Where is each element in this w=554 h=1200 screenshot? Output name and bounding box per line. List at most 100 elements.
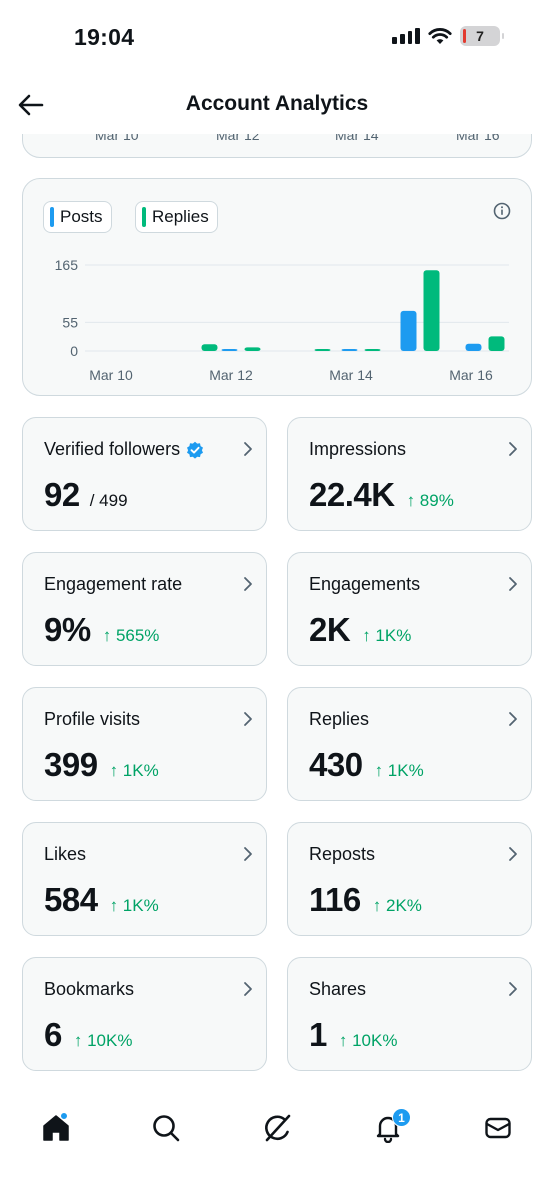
status-time: 19:04	[74, 24, 135, 50]
posts-bar	[400, 310, 417, 351]
bottom-tab-bar: 1	[0, 1090, 554, 1200]
stat-value: 1	[309, 1016, 327, 1053]
legend-replies-label: Replies	[152, 207, 209, 226]
stat-label: Impressions	[309, 439, 406, 460]
up-arrow-icon: ↑	[109, 896, 119, 915]
stat-change: ↑ 1K%	[375, 761, 424, 781]
back-button[interactable]	[16, 90, 46, 120]
stat-card-profile-visits[interactable]: Profile visits 399 ↑ 1K%	[22, 687, 267, 801]
x-tick-label: Mar 10	[89, 367, 133, 383]
stat-change: ↑ 89%	[407, 491, 454, 511]
stat-value: 430	[309, 746, 363, 783]
stat-change: ↑ 565%	[103, 626, 160, 646]
posts-swatch	[50, 207, 54, 227]
battery-indicator: 7	[460, 26, 504, 46]
chevron-right-icon	[244, 577, 252, 591]
x-tick-label: Mar 14	[329, 367, 373, 383]
stat-label-text: Likes	[44, 844, 87, 864]
y-tick-label: 165	[55, 257, 79, 273]
chevron-right-icon	[509, 982, 517, 996]
bar-chart: 165 55 0 Mar 10 Mar 12 Mar 14 Mar 16	[55, 257, 509, 383]
replies-bar	[488, 336, 505, 351]
notification-badge: 1	[392, 1108, 411, 1127]
home-unread-dot	[60, 1112, 68, 1120]
up-arrow-icon: ↑	[372, 896, 382, 915]
up-arrow-icon: ↑	[73, 1031, 83, 1050]
grok-icon	[265, 1114, 291, 1142]
stat-card-shares[interactable]: Shares 1 ↑ 10K%	[287, 957, 532, 1071]
posts-replies-chart-card: Posts Replies 165 55 0 Mar 10 Mar 12 Mar 14 Ma…	[22, 178, 532, 396]
stat-label: Verified followers	[44, 439, 204, 460]
stat-label: Reposts	[309, 844, 375, 865]
chevron-right-icon	[244, 442, 252, 456]
tab-notifications[interactable]: 1	[364, 1104, 412, 1152]
status-icons: 7	[392, 26, 504, 46]
stat-value: 6	[44, 1016, 62, 1053]
stat-change-value: 1K%	[387, 761, 424, 780]
up-arrow-icon: ↑	[109, 761, 119, 780]
stat-change: ↑ 2K%	[373, 896, 422, 916]
chevron-right-icon	[244, 982, 252, 996]
stat-change-value: 2K%	[385, 896, 422, 915]
tab-grok[interactable]	[253, 1104, 301, 1152]
stat-label-text: Shares	[309, 979, 367, 999]
stat-value: 9%	[44, 611, 91, 648]
up-arrow-icon: ↑	[406, 491, 416, 510]
stat-card-reposts[interactable]: Reposts 116 ↑ 2K%	[287, 822, 532, 936]
y-tick-label: 55	[62, 314, 78, 330]
posts-bar	[221, 349, 238, 351]
replies-bar	[201, 344, 218, 351]
stat-label-text: Profile visits	[44, 709, 141, 729]
stat-label-text: Bookmarks	[44, 979, 135, 999]
stat-card-engagements[interactable]: Engagements 2K ↑ 1K%	[287, 552, 532, 666]
wifi-icon	[428, 28, 452, 44]
chevron-right-icon	[244, 847, 252, 861]
tab-home[interactable]	[32, 1104, 80, 1152]
stat-value: 584	[44, 881, 98, 918]
legend-posts[interactable]: Posts	[43, 201, 112, 233]
chevron-right-icon	[509, 577, 517, 591]
stat-value-row: 584 ↑ 1K%	[44, 881, 159, 919]
stat-value-row: 430 ↑ 1K%	[309, 746, 424, 784]
verified-badge-icon	[187, 441, 204, 459]
stat-change-value: 89%	[419, 491, 454, 510]
stat-label-text: Replies	[309, 709, 370, 729]
up-arrow-icon: ↑	[374, 761, 384, 780]
info-icon[interactable]	[493, 202, 511, 220]
stat-card-impressions[interactable]: Impressions 22.4K ↑ 89%	[287, 417, 532, 531]
stat-change-value: 1K%	[122, 761, 159, 780]
stat-card-verified-followers[interactable]: Verified followers 92 / 499	[22, 417, 267, 531]
battery-level: 7	[476, 28, 484, 44]
stat-value-row: 2K ↑ 1K%	[309, 611, 411, 649]
stat-value-row: 116 ↑ 2K%	[309, 881, 422, 919]
stat-change-value: 1K%	[375, 626, 412, 645]
stat-change-value: 10K%	[87, 1031, 133, 1050]
up-arrow-icon: ↑	[102, 626, 112, 645]
y-tick-label: 0	[70, 343, 78, 359]
stat-change: ↑ 1K%	[362, 626, 411, 646]
stat-value: 399	[44, 746, 98, 783]
up-arrow-icon: ↑	[362, 626, 371, 645]
stat-card-engagement-rate[interactable]: Engagement rate 9% ↑ 565%	[22, 552, 267, 666]
tab-messages[interactable]	[474, 1104, 522, 1152]
stat-card-bookmarks[interactable]: Bookmarks 6 ↑ 10K%	[22, 957, 267, 1071]
stat-label: Engagements	[309, 574, 420, 595]
stat-change: ↑ 10K%	[74, 1031, 133, 1051]
stat-label-text: Engagements	[309, 574, 421, 594]
cellular-signal-icon	[392, 28, 420, 44]
stat-card-likes[interactable]: Likes 584 ↑ 1K%	[22, 822, 267, 936]
back-arrow-icon	[18, 94, 44, 116]
replies-bar	[423, 270, 440, 351]
stat-card-replies[interactable]: Replies 430 ↑ 1K%	[287, 687, 532, 801]
stat-label-text: Impressions	[309, 439, 407, 459]
x-tick-label: Mar 16	[449, 367, 493, 383]
tab-search[interactable]	[142, 1104, 190, 1152]
chevron-right-icon	[244, 712, 252, 726]
chevron-right-icon	[509, 442, 517, 456]
up-arrow-icon: ↑	[338, 1031, 348, 1050]
replies-swatch	[142, 207, 146, 227]
chevron-right-icon	[509, 712, 517, 726]
legend-replies[interactable]: Replies	[135, 201, 218, 233]
stat-change-value: 10K%	[352, 1031, 398, 1050]
stat-value-row: 1 ↑ 10K%	[309, 1016, 397, 1054]
